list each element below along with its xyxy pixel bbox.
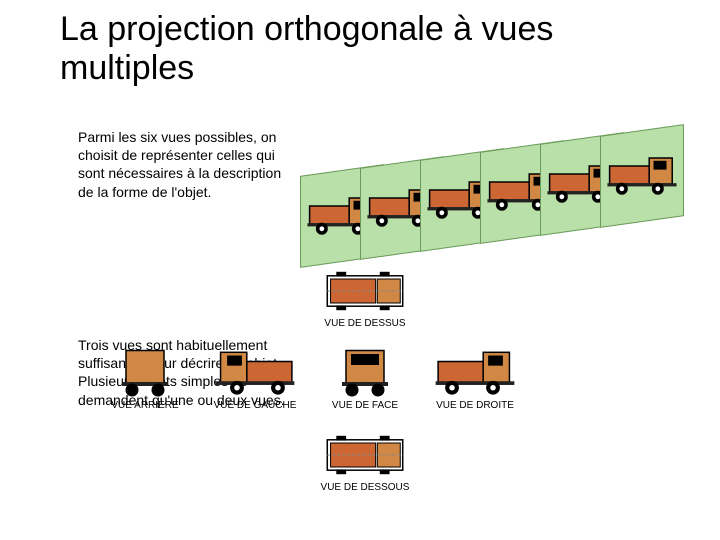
title-container: La projection orthogonale à vues multipl… [60,10,660,88]
iso-panel [600,124,684,228]
paragraph-1: Parmi les six vues possibles, on choisit… [78,128,298,201]
truck-plan-icon [324,435,406,475]
slide-title: La projection orthogonale à vues multipl… [60,10,660,88]
caption-front: VUE DE FACE [310,400,420,411]
caption-left: VUE DE GAUCHE [200,400,310,411]
truck-front-icon [340,348,390,398]
truck-side-icon [214,350,296,396]
caption-rear: VUE ARRIÈRE [90,400,200,411]
caption-top: VUE DE DESSUS [310,318,420,329]
truck-front-icon [120,348,170,398]
truck-side-icon [606,156,678,196]
paragraph-1-container: Parmi les six vues possibles, on choisit… [78,128,298,201]
slide: La projection orthogonale à vues multipl… [0,0,720,540]
truck-side-icon [434,350,516,396]
caption-bottom: VUE DE DESSOUS [310,482,420,493]
truck-plan-icon [324,271,406,311]
orthographic-grid [90,250,530,496]
caption-right: VUE DE DROITE [420,400,530,411]
